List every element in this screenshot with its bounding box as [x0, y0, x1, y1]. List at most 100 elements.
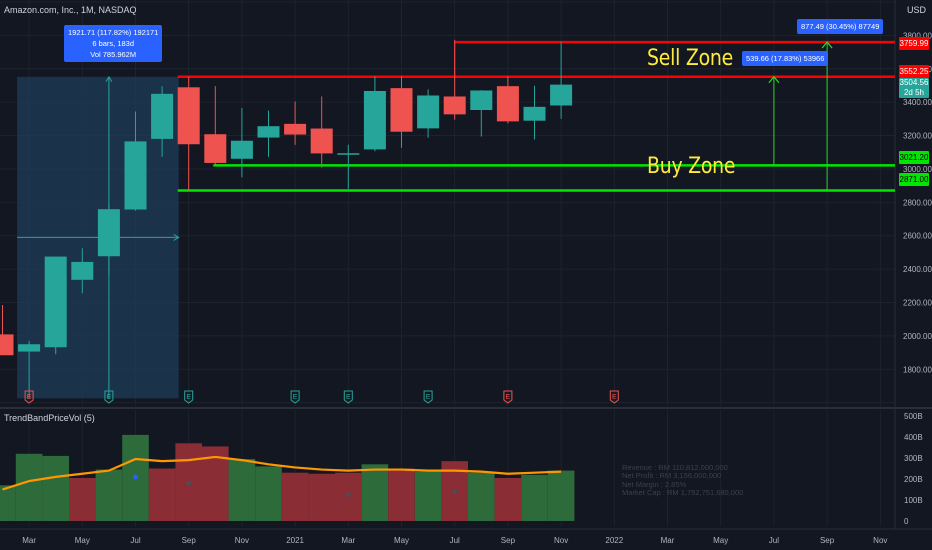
price-axis[interactable]: 1800.00 2000.00 2200.00 2400.00 2600.00 2800.…	[903, 31, 932, 526]
earnings-marker-label: E	[27, 394, 32, 401]
currency-label[interactable]: USD	[906, 5, 926, 15]
candle-body	[124, 141, 147, 210]
time-tick-label: Jul	[450, 536, 460, 545]
indicator-title[interactable]: TrendBandPriceVol (5)	[4, 413, 95, 423]
earnings-marker-label: E	[186, 394, 191, 401]
time-tick-label: Mar	[22, 536, 36, 545]
time-tick-label: Jul	[769, 536, 779, 545]
volume-tick-label: 300B	[904, 454, 923, 463]
earnings-marker[interactable]	[609, 390, 619, 404]
time-tick-label: Nov	[554, 536, 568, 545]
net-margin-line: Net Margin : 2.85%	[622, 479, 687, 489]
earnings-marker[interactable]	[503, 390, 513, 404]
earnings-marker[interactable]	[290, 390, 300, 404]
price-tick-label: 3400.00	[903, 98, 932, 107]
price-label-sell: 3552.25	[899, 65, 929, 78]
volume-bar	[547, 470, 575, 521]
earnings-marker-label: E	[293, 394, 298, 401]
last-price-countdown: 2d 5h	[903, 87, 925, 97]
volume-dot	[452, 489, 458, 494]
candle-body	[0, 334, 14, 356]
price-label-sell-top: 3759.99	[899, 37, 929, 50]
time-tick-label: May	[394, 536, 409, 545]
buy-zone-label: Buy Zone	[647, 154, 736, 179]
candle-body	[151, 93, 174, 139]
candle-body	[257, 126, 280, 138]
sell-measure-text: 539.66 (17.83%) 53966	[746, 54, 825, 63]
time-tick-label: Mar	[341, 536, 355, 545]
candle-body	[363, 90, 386, 150]
time-tick-label: May	[75, 536, 90, 545]
candle-body	[337, 153, 360, 155]
earnings-marker-label: E	[612, 394, 617, 401]
symbol-title: Amazon.com, Inc., 1M, NASDAQ	[4, 5, 137, 15]
time-axis[interactable]: Mar May Jul Sep Nov 2021 Mar May Jul Sep Nov 2022 Ma…	[22, 536, 887, 545]
candle-body	[496, 86, 519, 122]
price-tick-label: 3000.00	[903, 165, 932, 174]
earnings-marker[interactable]	[184, 390, 194, 404]
volume-bar	[95, 469, 123, 521]
price-tick-label: 2800.00	[903, 198, 932, 207]
price-label-buy-bottom: 2871.00	[899, 173, 929, 186]
volume-bar	[0, 485, 16, 521]
sell-zone-label: Sell Zone	[647, 46, 734, 71]
candle-body	[18, 344, 41, 352]
candle-body	[97, 209, 120, 257]
volume-bar	[255, 466, 282, 521]
price-tick-label: 2400.00	[903, 265, 932, 274]
volume-bar	[42, 455, 69, 521]
earnings-marker[interactable]	[343, 390, 353, 404]
measure-arrow-head	[821, 41, 833, 49]
price-tick-label: 2200.00	[903, 298, 932, 307]
time-tick-label: 2022	[605, 536, 623, 545]
earnings-marker-label: E	[346, 394, 351, 401]
range-arrow-head	[105, 75, 113, 83]
time-tick-label: Sep	[820, 536, 835, 545]
volume-ma-line	[2, 455, 562, 491]
time-tick-label: Sep	[501, 536, 516, 545]
range-arrow-head	[173, 233, 180, 241]
candle-body	[204, 134, 227, 163]
time-tick-label: Nov	[235, 536, 249, 545]
net-profit-line: Net Profit : RM 3,156,000,000	[622, 471, 722, 481]
volume-bar	[361, 464, 389, 521]
sell-measure-callout: 539.66 (17.83%) 53966	[742, 51, 829, 66]
measure-arrows	[768, 41, 833, 191]
range-callout: 1921.71 (117.82%) 192171 6 bars, 183d Vo…	[64, 25, 163, 62]
volume-bar	[494, 477, 522, 521]
volume-bar	[388, 468, 415, 521]
candle-body	[230, 140, 253, 159]
volume-tick-label: 500B	[904, 412, 923, 421]
volume-tick-label: 100B	[904, 496, 923, 505]
last-price-value: 3504.56	[899, 78, 929, 87]
candle-body	[443, 96, 466, 115]
candle-body	[550, 84, 573, 106]
price-label-buy: 3021.20	[899, 151, 929, 164]
candle-body	[390, 88, 413, 132]
candle-body	[44, 256, 67, 348]
time-tick-label: May	[713, 536, 728, 545]
price-tick-label: 1800.00	[903, 365, 932, 374]
time-tick-label: Sep	[182, 536, 197, 545]
earnings-marker[interactable]	[104, 390, 114, 404]
volume-dot	[345, 492, 351, 498]
candle-body	[523, 106, 546, 121]
earnings-marker[interactable]	[423, 390, 433, 404]
range-callout-line: 6 bars, 183d	[92, 39, 135, 48]
volume-tick-label: 0	[904, 517, 909, 526]
volume-bar	[69, 477, 96, 521]
range-callout-line: Vol 785.962M	[90, 50, 137, 59]
candle-body	[310, 128, 333, 154]
earnings-marker-label: E	[426, 394, 431, 401]
volume-bar	[281, 472, 309, 521]
candle-body	[71, 261, 94, 280]
volume-bar	[414, 471, 442, 521]
volume-bar	[148, 468, 176, 521]
zone-lines	[177, 40, 895, 192]
candle-body	[417, 95, 440, 129]
earnings-marker[interactable]	[24, 390, 34, 404]
time-tick-label: Nov	[873, 536, 887, 545]
revenue-line: Revenue : RM 110,812,000,000	[622, 463, 728, 472]
